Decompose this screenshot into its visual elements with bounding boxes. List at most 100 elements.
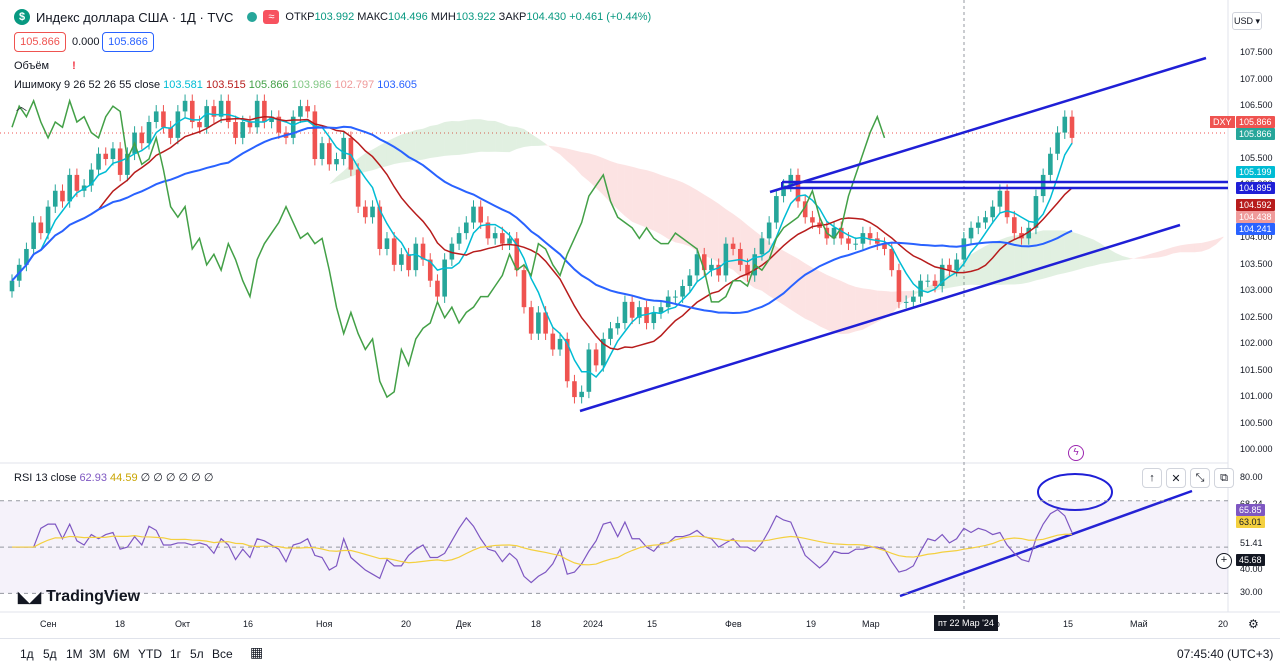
tenkan-line [11,112,1073,379]
volume-legend[interactable]: Объём ! [14,60,76,72]
candle-body [680,286,685,297]
time-tick: 18 [115,619,126,629]
move-up-button[interactable]: ↑ [1142,468,1162,488]
candle-body [60,190,65,202]
rsi-legend[interactable]: RSI 13 close 62.93 44.59 ∅ ∅ ∅ ∅ ∅ ∅ [14,472,214,484]
candle-body [737,248,743,265]
timeframe-button[interactable]: 6М [113,647,130,661]
timeframe-button[interactable]: 1М [66,647,83,661]
crosshair-value-badge: 45.68 [1236,554,1265,566]
time-tick: 2024 [583,619,604,629]
candle-body [449,243,455,260]
ichimoku-legend[interactable]: Ишимоку 9 26 52 26 55 close 103.581 103.… [14,79,418,91]
candle-body [903,301,909,303]
lightning-icon[interactable]: ϟ [1068,445,1084,461]
rsi-ma-line [12,533,1072,566]
candle-body [96,153,101,170]
candle-body [89,169,94,186]
time-tick: Мар [862,619,880,629]
candle-body [427,259,433,281]
candle-body [1055,132,1060,154]
currency-selector[interactable]: USD ▾ [1232,12,1262,30]
wave-icon[interactable]: ≈ [263,10,280,24]
candle-body [810,217,815,223]
candle-body [536,312,541,334]
timeframe-button[interactable]: YTD [138,647,162,661]
timeframe-button[interactable]: 5л [190,647,204,661]
candle-body [153,111,159,122]
timeframe-button[interactable]: Все [212,647,233,661]
candle-body [197,122,202,128]
time-tick: 15 [1063,619,1074,629]
timeframe-button[interactable]: 1д [20,647,34,661]
candle-body [110,148,116,160]
drawn-circle [1037,473,1113,511]
candle-body [269,116,274,122]
collapse-chevron-icon[interactable]: ︿ [16,101,27,113]
close-pane-button[interactable]: ✕ [1166,468,1186,488]
add-plus-icon[interactable]: + [1216,553,1232,569]
candle-body [1004,190,1010,218]
candle-body [1012,217,1017,234]
candle-body [723,243,729,276]
candle-body [139,132,145,144]
symbol-title[interactable]: Индекс доллара США · 1Д · TVC [36,9,234,25]
candle-body [442,259,447,297]
candle-body [125,153,130,175]
candle-body [586,349,592,392]
candle-body [990,206,995,218]
sell-price-box[interactable]: 105.866 [14,32,66,52]
candle-body [975,222,981,228]
timeframe-button[interactable]: 5д [43,647,57,661]
time-tick: 19 [806,619,817,629]
candle-body [52,190,58,207]
moving-average-line [11,125,1073,314]
candle-body [1040,174,1046,197]
rsi-tick: 40.00 [1240,564,1263,575]
candle-body [709,264,714,271]
candle-body [1062,116,1068,133]
candle-body [853,243,858,245]
clock-display[interactable]: 07:45:40 (UTC+3) [1177,647,1274,661]
timeframe-button[interactable]: 1г [170,647,182,661]
candle-body [399,254,404,265]
settings-gear-icon[interactable]: ⚙ [1248,617,1259,631]
rsi-value-badge: 65.85 [1236,504,1265,516]
candle-body [1033,196,1039,228]
candle-body [658,307,664,313]
candle-body [831,227,837,239]
candle-body [896,270,902,302]
rsi-tick: 51.41 [1240,537,1263,548]
candle-body [384,238,390,249]
span-badge: 104.438 [1236,211,1275,223]
price-tick: 103.500 [1240,258,1273,269]
maximize-pane-button[interactable]: ⧉ [1214,468,1234,488]
candle-body [521,270,527,308]
price-tick: 101.000 [1240,391,1273,402]
candle-body [168,127,173,138]
candle-body [608,328,613,339]
time-tick: Май [1130,619,1148,629]
candle-body [24,248,29,265]
candle-body [730,243,736,249]
collapse-pane-button[interactable]: ⤡ [1190,468,1210,488]
candle-body [233,122,238,138]
candle-body [528,307,534,334]
buy-price-box[interactable]: 105.866 [102,32,154,52]
candle-body [435,280,440,297]
candle-body [766,222,772,239]
time-tick: Сен [40,619,57,629]
date-range-calendar-icon[interactable]: ▦ [250,644,264,660]
candle-body [788,174,794,186]
candle-body [492,233,498,239]
candle-body [312,111,318,160]
candle-body [716,264,721,276]
candle-body [341,137,347,160]
candle-body [651,312,657,324]
candle-body [939,264,945,286]
tv-mark-icon: ◣◢ [18,589,42,606]
timeframe-button[interactable]: 3М [89,647,106,661]
candle-body [846,238,851,244]
candle-body [189,100,195,122]
